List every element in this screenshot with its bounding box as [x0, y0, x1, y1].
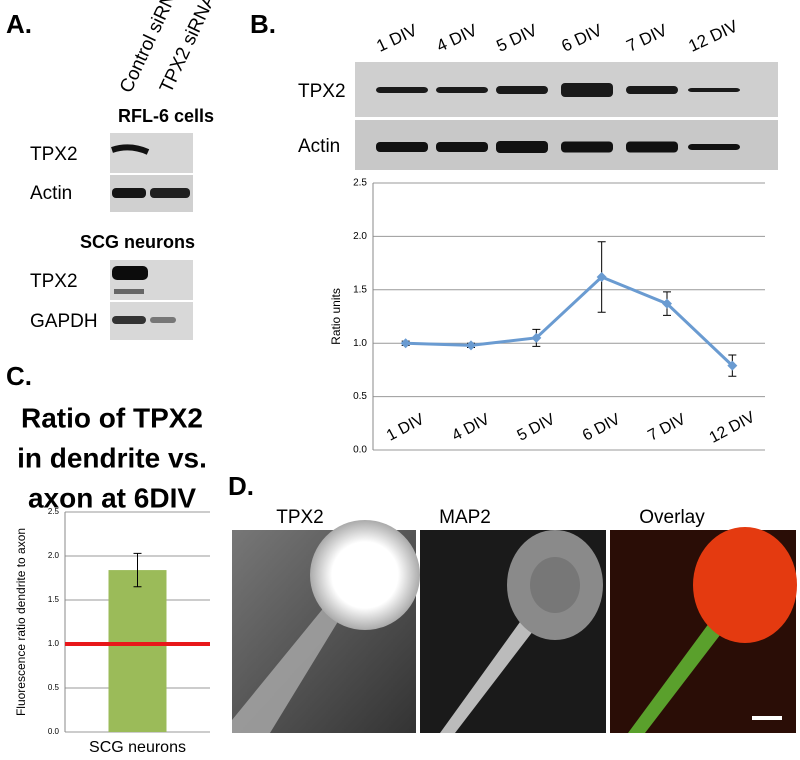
- point: [400, 338, 411, 349]
- row-label: TPX2: [30, 144, 78, 165]
- band: [376, 142, 428, 152]
- x-tick-label: 12 DIV: [707, 409, 758, 447]
- row-label: Actin: [30, 183, 72, 204]
- band: [436, 87, 488, 93]
- point: [531, 332, 542, 343]
- micrograph: [232, 520, 420, 733]
- band: [111, 144, 150, 155]
- panel-label: C.: [6, 361, 32, 391]
- point: [662, 298, 672, 309]
- x-tick-label: 1 DIV: [384, 411, 428, 445]
- micrograph: [420, 530, 606, 733]
- band: [112, 266, 148, 280]
- lane-label: 1 DIV: [374, 20, 421, 55]
- band: [150, 188, 190, 198]
- band: [436, 142, 488, 152]
- band: [496, 86, 548, 94]
- y-tick-label: 2.0: [48, 551, 60, 560]
- band: [626, 141, 678, 153]
- y-axis-label: Fluorescence ratio dendrite to axon: [14, 528, 28, 716]
- y-tick-label: 1.0: [353, 338, 367, 349]
- y-tick-label: 1.0: [48, 639, 60, 648]
- scale-bar: [752, 716, 782, 720]
- line: [405, 275, 734, 367]
- y-tick-label: 0.0: [48, 727, 60, 736]
- band: [112, 188, 146, 198]
- panel-label: B.: [250, 9, 276, 39]
- chart-title: Ratio of TPX2: [21, 402, 203, 433]
- x-tick-label: 6 DIV: [580, 411, 624, 445]
- point: [596, 271, 607, 282]
- x-tick-label: 7 DIV: [645, 411, 689, 445]
- x-tick-label: SCG neurons: [89, 739, 186, 756]
- band: [626, 86, 678, 94]
- band: [561, 83, 613, 97]
- band: [112, 316, 146, 324]
- band: [688, 88, 740, 92]
- image-title: MAP2: [439, 507, 491, 528]
- lane-label: 4 DIV: [434, 20, 481, 55]
- chart-title: in dendrite vs.: [17, 442, 207, 473]
- y-tick-label: 2.5: [353, 178, 367, 189]
- y-tick-label: 0.0: [353, 445, 367, 456]
- lane-label: 5 DIV: [494, 20, 541, 55]
- bar: [108, 570, 167, 732]
- lane-label: 7 DIV: [624, 20, 671, 55]
- y-tick-label: 2.0: [353, 231, 367, 242]
- panel-label: A.: [6, 9, 32, 39]
- chart-title: axon at 6DIV: [28, 482, 196, 513]
- band: [376, 87, 428, 93]
- band: [150, 317, 176, 323]
- y-tick-label: 2.5: [48, 507, 60, 516]
- x-tick-label: 5 DIV: [515, 411, 559, 445]
- row-label: GAPDH: [30, 311, 98, 332]
- group-title: SCG neurons: [80, 232, 195, 252]
- row-label: TPX2: [298, 81, 346, 102]
- group-title: RFL-6 cells: [118, 106, 214, 126]
- y-tick-label: 1.5: [48, 595, 60, 604]
- row-label: Actin: [298, 136, 340, 157]
- micrograph: [610, 527, 797, 733]
- y-tick-label: 0.5: [48, 683, 60, 692]
- y-tick-label: 1.5: [353, 284, 367, 295]
- error-bar: [133, 552, 142, 588]
- y-axis-label: Ratio units: [329, 288, 343, 345]
- panel-label: D.: [228, 471, 254, 501]
- band: [114, 289, 144, 294]
- point: [727, 360, 738, 371]
- row-label: TPX2: [30, 271, 78, 292]
- image-title: Overlay: [639, 507, 705, 528]
- band: [496, 141, 548, 153]
- band: [688, 144, 740, 150]
- band: [561, 141, 613, 153]
- image-title: TPX2: [276, 507, 324, 528]
- blot: [110, 133, 193, 173]
- y-tick-label: 0.5: [353, 391, 367, 402]
- point: [466, 340, 476, 351]
- lane-label: 6 DIV: [559, 20, 606, 55]
- lane-label: 12 DIV: [686, 16, 742, 55]
- x-tick-label: 4 DIV: [449, 411, 493, 445]
